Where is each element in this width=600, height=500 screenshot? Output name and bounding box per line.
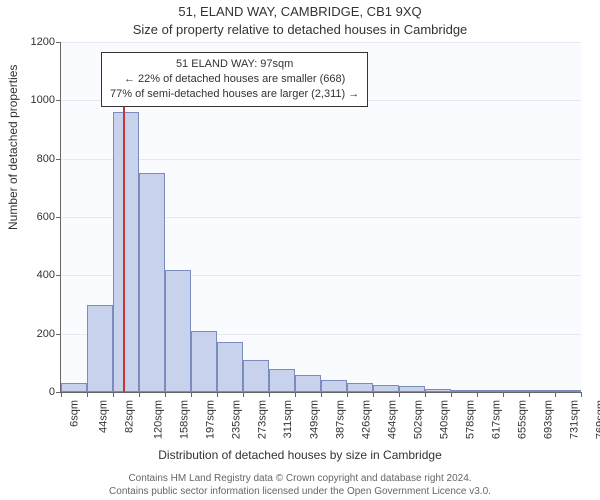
histogram-bar <box>243 360 269 392</box>
x-tick-label: 158sqm <box>179 400 191 439</box>
y-tick-label: 200 <box>37 328 55 340</box>
chart-title-main: 51, ELAND WAY, CAMBRIDGE, CB1 9XQ <box>0 4 600 19</box>
x-tick-label: 693sqm <box>543 400 555 439</box>
x-tick-label: 540sqm <box>439 400 451 439</box>
x-tick-label: 82sqm <box>124 400 136 433</box>
x-tick-mark <box>503 392 504 397</box>
histogram-bar <box>373 385 399 392</box>
histogram-bar <box>529 390 555 392</box>
y-tick-label: 1200 <box>31 36 55 48</box>
y-tick-mark <box>56 100 61 101</box>
x-tick-label: 617sqm <box>491 400 503 439</box>
x-axis-label: Distribution of detached houses by size … <box>0 448 600 462</box>
y-tick-mark <box>56 217 61 218</box>
x-tick-label: 349sqm <box>309 400 321 439</box>
x-tick-label: 44sqm <box>98 400 110 433</box>
x-tick-mark <box>373 392 374 397</box>
histogram-bar <box>87 305 113 393</box>
info-box-line: 51 ELAND WAY: 97sqm <box>110 57 359 72</box>
x-tick-label: 311sqm <box>282 400 294 438</box>
histogram-bar <box>425 389 451 392</box>
y-tick-label: 0 <box>49 386 55 398</box>
x-tick-mark <box>165 392 166 397</box>
footer-line-1: Contains HM Land Registry data © Crown c… <box>0 473 600 484</box>
histogram-bar <box>113 112 139 392</box>
grid-line <box>61 159 581 160</box>
footer-line-2: Contains public sector information licen… <box>0 486 600 497</box>
x-tick-mark <box>321 392 322 397</box>
x-tick-mark <box>87 392 88 397</box>
grid-line <box>61 42 581 43</box>
x-tick-mark <box>217 392 218 397</box>
histogram-bar <box>295 375 321 393</box>
x-tick-label: 464sqm <box>387 400 399 439</box>
info-box-line: ← 22% of detached houses are smaller (66… <box>110 72 359 87</box>
x-tick-mark <box>451 392 452 397</box>
info-box-line: 77% of semi-detached houses are larger (… <box>110 87 359 102</box>
x-tick-label: 235sqm <box>231 400 243 439</box>
x-tick-mark <box>425 392 426 397</box>
histogram-bar <box>555 390 581 392</box>
x-tick-mark <box>555 392 556 397</box>
x-tick-label: 273sqm <box>257 400 269 439</box>
property-marker-line <box>123 100 125 392</box>
x-tick-mark <box>529 392 530 397</box>
x-tick-mark <box>243 392 244 397</box>
x-tick-mark <box>347 392 348 397</box>
chart-container: { "title_main": "51, ELAND WAY, CAMBRIDG… <box>0 0 600 500</box>
x-tick-mark <box>581 392 582 397</box>
y-axis-label: Number of detached properties <box>6 65 20 230</box>
x-tick-label: 387sqm <box>335 400 347 439</box>
x-tick-label: 502sqm <box>413 400 425 439</box>
x-tick-mark <box>269 392 270 397</box>
x-tick-label: 578sqm <box>465 400 477 439</box>
y-tick-mark <box>56 42 61 43</box>
x-tick-label: 769sqm <box>595 400 600 439</box>
x-tick-mark <box>295 392 296 397</box>
histogram-bar <box>477 390 503 392</box>
info-box: 51 ELAND WAY: 97sqm← 22% of detached hou… <box>101 52 368 107</box>
plot-area: 0200400600800100012006sqm44sqm82sqm120sq… <box>60 42 581 393</box>
histogram-bar <box>503 390 529 392</box>
histogram-bar <box>191 331 217 392</box>
x-tick-mark <box>113 392 114 397</box>
y-tick-mark <box>56 334 61 335</box>
x-tick-label: 426sqm <box>361 400 373 439</box>
histogram-bar <box>321 380 347 392</box>
x-tick-label: 120sqm <box>153 400 165 439</box>
histogram-bar <box>217 342 243 392</box>
y-tick-label: 600 <box>37 211 55 223</box>
y-tick-mark <box>56 159 61 160</box>
x-tick-label: 655sqm <box>517 400 529 439</box>
x-tick-mark <box>477 392 478 397</box>
x-tick-mark <box>61 392 62 397</box>
x-tick-mark <box>191 392 192 397</box>
x-tick-label: 731sqm <box>569 400 581 439</box>
x-tick-mark <box>139 392 140 397</box>
histogram-bar <box>139 173 165 392</box>
y-tick-label: 1000 <box>31 94 55 106</box>
y-tick-mark <box>56 275 61 276</box>
histogram-bar <box>61 383 87 392</box>
histogram-bar <box>165 270 191 393</box>
x-tick-label: 6sqm <box>68 400 80 427</box>
histogram-bar <box>269 369 295 392</box>
x-tick-mark <box>399 392 400 397</box>
histogram-bar <box>347 383 373 392</box>
histogram-bar <box>451 390 477 392</box>
x-tick-label: 197sqm <box>205 400 217 439</box>
histogram-bar <box>399 386 425 392</box>
y-tick-label: 800 <box>37 153 55 165</box>
y-tick-label: 400 <box>37 269 55 281</box>
chart-title-sub: Size of property relative to detached ho… <box>0 22 600 37</box>
